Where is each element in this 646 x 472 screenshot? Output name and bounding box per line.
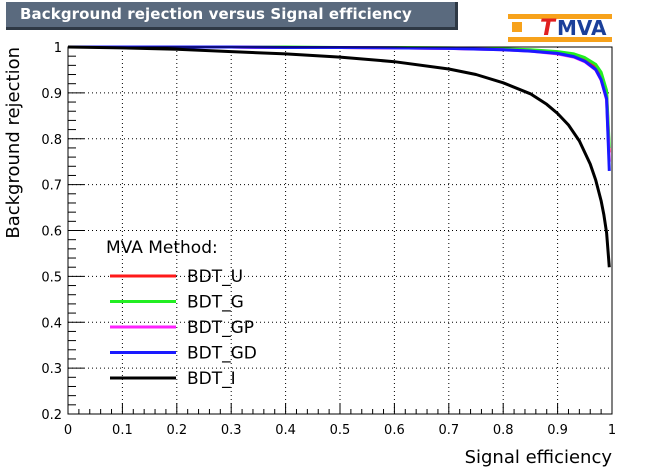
x-tick-label: 0.8: [493, 423, 514, 438]
logo-t: T: [540, 16, 557, 41]
legend-label: BDT_I: [187, 369, 236, 389]
curve-layer: [67, 45, 611, 268]
logo-stripe-bottom: [508, 37, 612, 42]
y-tick-label: 0.5: [41, 270, 62, 285]
x-tick-label: 1: [608, 423, 616, 438]
y-tick-label: 1: [54, 41, 62, 56]
y-tick-label: 0.7: [41, 179, 62, 194]
legend-label: BDT_U: [187, 267, 243, 287]
logo-mva: MVA: [557, 16, 607, 40]
x-tick-label: 0.5: [330, 423, 351, 438]
series-line-bdt-gd: [68, 45, 611, 171]
x-tick-label: 0.1: [112, 423, 133, 438]
x-tick-label: 0.2: [166, 423, 187, 438]
grid-lines: [68, 47, 612, 414]
legend-label: BDT_GD: [187, 344, 257, 364]
tmva-logo: T MVA: [508, 14, 612, 42]
y-tick-label: 0.6: [41, 225, 62, 240]
x-tick-label: 0.7: [438, 423, 459, 438]
x-tick-label: 0.4: [275, 423, 296, 438]
series-line-bdt-g: [68, 45, 611, 148]
y-tick-label: 0.3: [41, 362, 62, 377]
logo-stripe-top: [508, 14, 612, 19]
logo-square: [512, 22, 522, 32]
x-tick-label: 0.3: [221, 423, 242, 438]
axis-ticks: [67, 46, 613, 415]
y-tick-label: 0.4: [41, 316, 62, 331]
y-tick-label: 0.9: [41, 87, 62, 102]
x-axis-title: Signal efficiency: [465, 447, 613, 468]
x-tick-label: 0.9: [547, 423, 568, 438]
y-tick-label: 0.8: [41, 133, 62, 148]
chart-title-box: Background rejection versus Signal effic…: [6, 2, 458, 30]
legend: MVA Method: BDT_U BDT_G BDT_GP BDT_GD BDT_I: [106, 238, 257, 389]
series-line-bdt-gp: [68, 45, 611, 162]
legend-label: BDT_G: [187, 293, 244, 313]
legend-label: BDT_GP: [187, 318, 254, 338]
series-line-bdt-u: [68, 45, 611, 153]
x-tick-label: 0.6: [384, 423, 405, 438]
series-line-bdt-i: [67, 45, 611, 268]
y-axis-title: Background rejection: [3, 47, 24, 239]
chart-title: Background rejection versus Signal effic…: [20, 5, 412, 23]
x-tick-label: 0: [64, 423, 72, 438]
legend-title: MVA Method:: [106, 238, 218, 258]
y-tick-label: 0.2: [41, 408, 62, 423]
tick-labels: 0 0.1 0.2 0.3 0.4 0.5 0.6 0.7 0.8 0.9 1 0.2 0.3 0.4 0.…: [41, 41, 616, 438]
